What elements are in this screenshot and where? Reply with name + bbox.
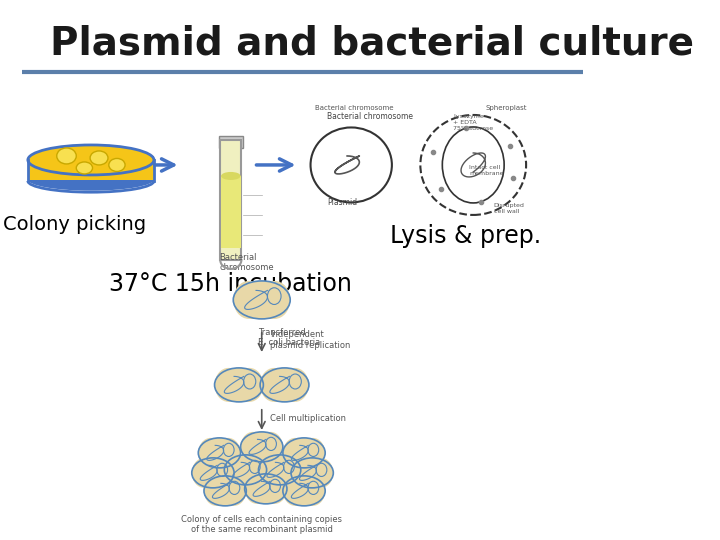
Ellipse shape: [225, 455, 248, 485]
Ellipse shape: [301, 438, 325, 468]
Text: Lysozyme
+ EDTA
75% sucrose: Lysozyme + EDTA 75% sucrose: [453, 114, 493, 131]
Ellipse shape: [28, 145, 154, 175]
Bar: [295, 438, 313, 468]
Ellipse shape: [216, 438, 240, 468]
Ellipse shape: [222, 476, 246, 506]
Ellipse shape: [245, 474, 269, 504]
Text: Spheroplast: Spheroplast: [485, 105, 527, 111]
Bar: [295, 476, 313, 506]
Ellipse shape: [258, 432, 283, 462]
Bar: [274, 368, 295, 402]
Ellipse shape: [28, 168, 154, 191]
Bar: [236, 455, 254, 485]
Bar: [216, 476, 234, 506]
Bar: [257, 474, 275, 504]
Ellipse shape: [282, 368, 309, 402]
Ellipse shape: [259, 281, 290, 319]
Ellipse shape: [221, 172, 240, 180]
Bar: [271, 455, 289, 485]
Text: Plasmid: Plasmid: [327, 198, 357, 207]
Circle shape: [442, 127, 504, 203]
Ellipse shape: [240, 432, 265, 462]
Text: Plasmid and bacterial culture: Plasmid and bacterial culture: [50, 25, 694, 63]
Bar: [28, 156, 154, 183]
Text: Bacterial chromosome: Bacterial chromosome: [315, 105, 393, 111]
Text: Bacterial chromosome: Bacterial chromosome: [327, 112, 413, 121]
Ellipse shape: [260, 368, 288, 402]
Ellipse shape: [198, 438, 222, 468]
Text: Intact cell
membrane: Intact cell membrane: [469, 165, 504, 176]
Ellipse shape: [283, 438, 307, 468]
Ellipse shape: [76, 162, 93, 174]
Text: 37°C 15h incubation: 37°C 15h incubation: [109, 272, 352, 296]
Ellipse shape: [420, 115, 526, 215]
Ellipse shape: [263, 474, 287, 504]
Ellipse shape: [301, 476, 325, 506]
Bar: [303, 458, 321, 488]
Text: Colony of cells each containing copies
of the same recombinant plasmid: Colony of cells each containing copies o…: [181, 515, 342, 534]
Text: Cell multiplication: Cell multiplication: [270, 414, 346, 423]
Ellipse shape: [210, 458, 234, 488]
Ellipse shape: [215, 368, 242, 402]
Ellipse shape: [258, 455, 283, 485]
Ellipse shape: [192, 458, 216, 488]
Ellipse shape: [310, 127, 392, 202]
Ellipse shape: [309, 458, 333, 488]
Text: Lysis & prep.: Lysis & prep.: [390, 224, 541, 248]
Bar: [220, 140, 241, 260]
Ellipse shape: [109, 158, 125, 172]
Ellipse shape: [90, 151, 108, 165]
Ellipse shape: [233, 281, 264, 319]
Ellipse shape: [283, 476, 307, 506]
Text: Transferred
E. coli bacteria: Transferred E. coli bacteria: [258, 328, 320, 347]
Ellipse shape: [204, 476, 228, 506]
Bar: [221, 176, 240, 248]
Ellipse shape: [57, 148, 76, 164]
Bar: [219, 136, 243, 148]
Ellipse shape: [276, 455, 301, 485]
Bar: [228, 368, 250, 402]
Ellipse shape: [291, 458, 315, 488]
Text: Independent
plasmid replication: Independent plasmid replication: [270, 330, 350, 349]
Ellipse shape: [235, 368, 264, 402]
Text: Bacterial
chromosome: Bacterial chromosome: [220, 253, 274, 272]
Bar: [210, 438, 228, 468]
Bar: [248, 281, 275, 319]
Bar: [204, 458, 222, 488]
Bar: [29, 164, 153, 180]
Text: Colony picking: Colony picking: [3, 215, 146, 234]
Bar: [253, 432, 271, 462]
Text: Disrupted
cell wall: Disrupted cell wall: [494, 203, 524, 214]
Ellipse shape: [242, 455, 266, 485]
